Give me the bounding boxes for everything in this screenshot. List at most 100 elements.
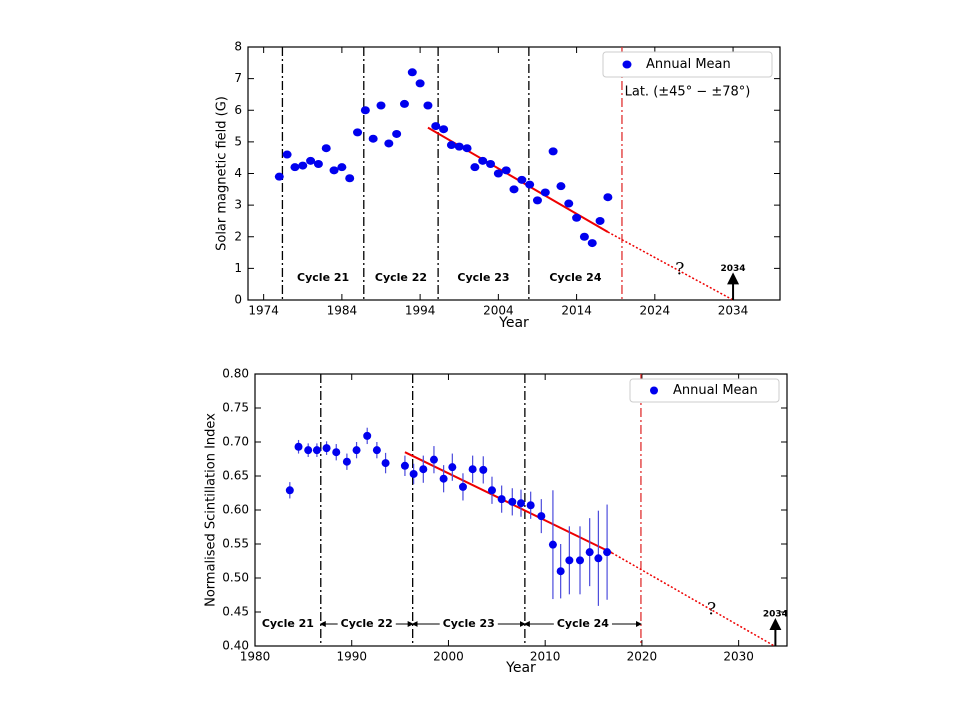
- annual-mean-point: [556, 567, 565, 576]
- annual-mean-point: [603, 193, 613, 202]
- annual-mean-point: [423, 101, 433, 110]
- annual-mean-point: [384, 139, 394, 148]
- x-tick-label: 1994: [405, 304, 436, 318]
- x-tick-label: 1974: [248, 304, 279, 318]
- annual-mean-point: [501, 166, 511, 175]
- legend-note: Lat. (±45° − ±78°): [625, 85, 751, 100]
- annual-mean-point: [603, 548, 612, 557]
- annual-mean-point: [285, 486, 294, 495]
- annual-mean-point: [478, 156, 488, 165]
- annual-mean-point: [429, 455, 438, 464]
- annual-mean-point: [540, 188, 550, 197]
- annual-mean-point: [587, 239, 597, 248]
- annual-mean-point: [321, 144, 331, 153]
- y-tick-label: 8: [234, 40, 242, 54]
- y-tick-label: 0.80: [222, 367, 249, 381]
- annual-mean-point: [342, 457, 351, 466]
- annual-mean-point: [594, 554, 603, 563]
- annual-mean-point: [329, 166, 339, 175]
- legend-marker: [650, 386, 658, 395]
- annual-mean-point: [353, 128, 363, 137]
- y-tick-label: 3: [234, 198, 242, 212]
- annual-mean-point: [446, 141, 456, 150]
- annual-mean-point: [372, 446, 381, 455]
- cycle-label: Cycle 24: [549, 271, 601, 284]
- x-tick-label: 2034: [718, 304, 749, 318]
- cycle-label: Cycle 22: [375, 271, 427, 284]
- x-tick-label: 2010: [530, 650, 561, 664]
- x-axis-label: Year: [498, 315, 529, 331]
- annual-mean-point: [487, 486, 496, 495]
- annual-mean-point: [298, 161, 308, 170]
- annual-mean-point: [274, 172, 284, 181]
- annual-mean-point: [352, 446, 361, 455]
- y-tick-label: 0.40: [222, 639, 249, 653]
- annual-mean-point: [525, 180, 535, 189]
- annual-mean-point: [360, 106, 370, 115]
- y-tick-label: 0.45: [222, 605, 249, 619]
- annual-mean-point: [585, 548, 594, 557]
- extrapolation-line: [611, 552, 775, 647]
- x-tick-label: 2024: [640, 304, 671, 318]
- annual-mean-point: [392, 129, 402, 138]
- y-tick-label: 0.70: [222, 435, 249, 449]
- annual-mean-point: [363, 431, 372, 440]
- annual-mean-point: [304, 446, 313, 455]
- annual-mean-point: [368, 134, 378, 143]
- annual-mean-point: [479, 465, 488, 474]
- annual-mean-point: [313, 160, 323, 169]
- x-tick-label: 2014: [561, 304, 592, 318]
- annual-mean-point: [322, 444, 331, 453]
- annual-mean-point: [306, 156, 316, 165]
- cycle-label: Cycle 23: [443, 617, 495, 630]
- annual-mean-point: [381, 459, 390, 468]
- annual-mean-point: [337, 163, 347, 172]
- annual-mean-point: [564, 199, 574, 208]
- y-tick-label: 0.60: [222, 503, 249, 517]
- annotation: ?: [675, 259, 684, 279]
- annual-mean-point: [282, 150, 292, 159]
- annual-mean-point: [537, 512, 546, 521]
- y-tick-label: 4: [234, 166, 242, 180]
- annual-mean-point: [400, 461, 409, 470]
- annual-mean-point: [439, 125, 449, 134]
- y-tick-label: 0.50: [222, 571, 249, 585]
- annual-mean-point: [462, 144, 472, 153]
- annual-mean-point: [548, 540, 557, 549]
- cycle-label: Cycle 21: [297, 271, 349, 284]
- annual-mean-point: [345, 174, 355, 183]
- y-tick-label: 0.65: [222, 469, 249, 483]
- y-tick-label: 0.75: [222, 401, 249, 415]
- cycle-label: Cycle 23: [457, 271, 509, 284]
- annual-mean-point: [415, 79, 425, 88]
- annual-mean-point: [548, 147, 558, 156]
- annual-mean-point: [565, 556, 574, 565]
- annual-mean-point: [312, 446, 321, 455]
- annotation: 2034: [721, 264, 746, 274]
- annual-mean-point: [509, 185, 519, 194]
- annual-mean-point: [448, 463, 457, 472]
- y-axis-label: Normalised Scintillation Index: [204, 413, 219, 607]
- y-axis-label: Solar magnetic field (G): [215, 96, 230, 251]
- x-tick-label: 2030: [723, 650, 754, 664]
- annual-mean-point: [290, 163, 300, 172]
- annual-mean-point: [572, 213, 582, 222]
- cycle-label: Cycle 21: [262, 617, 314, 630]
- legend-box: [602, 51, 773, 78]
- x-tick-label: 1980: [240, 650, 271, 664]
- annual-mean-point: [470, 163, 480, 172]
- annual-mean-point: [407, 68, 417, 77]
- annotation: ?: [707, 599, 716, 619]
- extrapolation-line: [607, 231, 734, 301]
- y-tick-label: 1: [234, 261, 242, 275]
- annual-mean-point: [294, 442, 303, 451]
- annual-mean-point: [458, 482, 467, 491]
- legend-marker: [622, 60, 632, 69]
- annual-mean-point: [332, 448, 341, 457]
- chart-panel: 1980 1990 2000 2010 2020 2030 0.40 0.45 0.50 0.55…: [204, 367, 788, 677]
- y-tick-label: 2: [234, 229, 242, 243]
- annual-mean-point: [532, 196, 542, 205]
- annual-mean-point: [526, 501, 535, 510]
- x-tick-label: 1990: [336, 650, 367, 664]
